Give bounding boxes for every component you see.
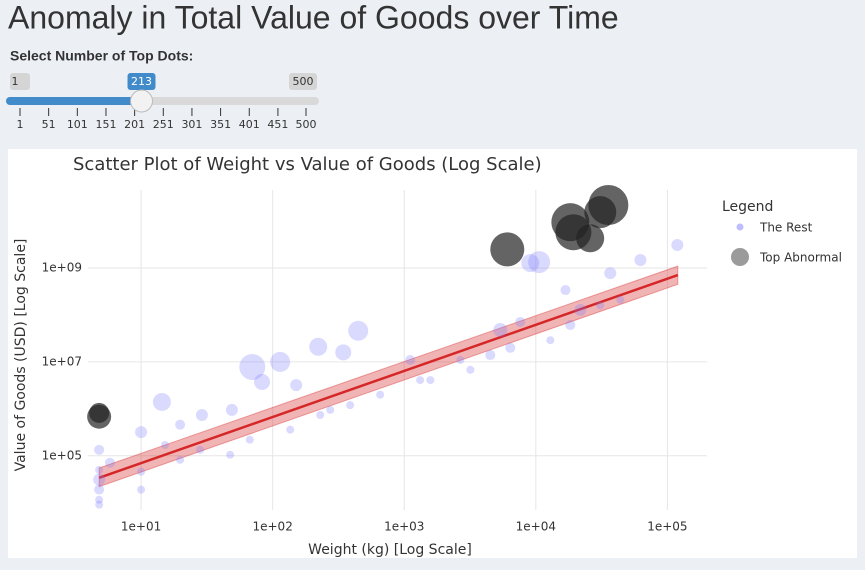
point [426,376,435,385]
point [560,285,571,296]
point [584,196,617,229]
point [634,254,647,267]
point [576,224,605,253]
point [175,419,186,430]
point [94,444,105,455]
point [485,350,496,361]
point [456,355,465,364]
slider-tick-label: 151 [95,118,116,131]
point [604,267,617,280]
point [376,390,385,399]
point [565,320,576,331]
point [416,376,425,385]
page-title: Anomaly in Total Value of Goods over Tim… [8,0,619,35]
x-tick-label: 1e+04 [516,520,556,534]
slider-tick-label: 451 [267,118,288,131]
point [515,316,526,327]
point [161,440,170,449]
slider-tick-label: 51 [42,118,56,131]
point [152,392,171,411]
legend-marker [731,248,749,266]
legend-marker [736,223,744,231]
slider-max-box [289,73,317,90]
fit-line [98,273,679,479]
point [335,344,352,361]
point [89,402,110,423]
point [286,425,295,434]
point [135,426,148,439]
slider-handle[interactable] [130,89,154,113]
point [466,365,475,374]
point [309,337,328,356]
point [671,238,684,251]
slider-value-label: 213 [131,75,152,88]
slider-tick-label: 101 [67,118,88,131]
point [521,254,540,273]
slider-tick-label: 301 [181,118,202,131]
legend-label: Top Abnormal [759,251,842,265]
slider-value-box [127,73,156,90]
chart-title: Scatter Plot of Weight vs Value of Goods… [73,154,542,175]
point [225,403,238,416]
x-axis-title: Weight (kg) [Log Scale] [308,542,472,558]
y-axis-title: Value of Goods (USD) [Log Scale] [13,239,29,472]
y-tick-label: 1e+05 [42,448,82,462]
point [326,405,335,414]
point [95,465,104,474]
point [546,336,555,345]
plot-panel [8,149,857,558]
point [346,401,355,410]
point [104,457,115,468]
point [316,410,325,419]
point [226,450,235,459]
point [137,467,146,476]
point [137,485,146,494]
point [493,322,508,337]
point [254,373,271,390]
slider-min-box [10,73,30,90]
point [528,251,551,274]
point [490,232,525,267]
point [196,445,205,454]
point [195,408,208,421]
slider-tick-label: 201 [124,118,145,131]
x-tick-label: 1e+02 [252,520,292,534]
y-tick-label: 1e+07 [42,354,82,368]
legend-title: Legend [722,199,773,215]
point [245,435,254,444]
slider-max-label: 500 [293,75,314,88]
point [95,500,104,509]
point [290,379,303,392]
point [95,495,104,504]
point [94,484,105,495]
point [176,455,185,464]
point [505,342,516,353]
y-tick-label: 1e+09 [42,261,82,275]
slider-tick-label: 251 [153,118,174,131]
slider-min-label: 1 [12,75,19,88]
slider-label: Select Number of Top Dots: [10,48,193,64]
point [616,295,625,304]
legend-label: The Rest [759,221,813,235]
point [270,351,291,372]
slider-tick-label: 1 [17,118,24,131]
point [574,303,587,316]
series-1 [87,185,629,429]
slider-tick-label: 500 [296,118,317,131]
point [239,353,266,380]
slider-tick-label: 401 [239,118,260,131]
x-tick-label: 1e+01 [121,520,161,534]
point [93,473,106,486]
x-tick-label: 1e+05 [647,520,687,534]
point [596,301,605,310]
x-tick-label: 1e+03 [384,520,424,534]
point [348,320,369,341]
point [405,354,416,365]
slider-tick-label: 351 [210,118,231,131]
series-0 [93,238,684,509]
